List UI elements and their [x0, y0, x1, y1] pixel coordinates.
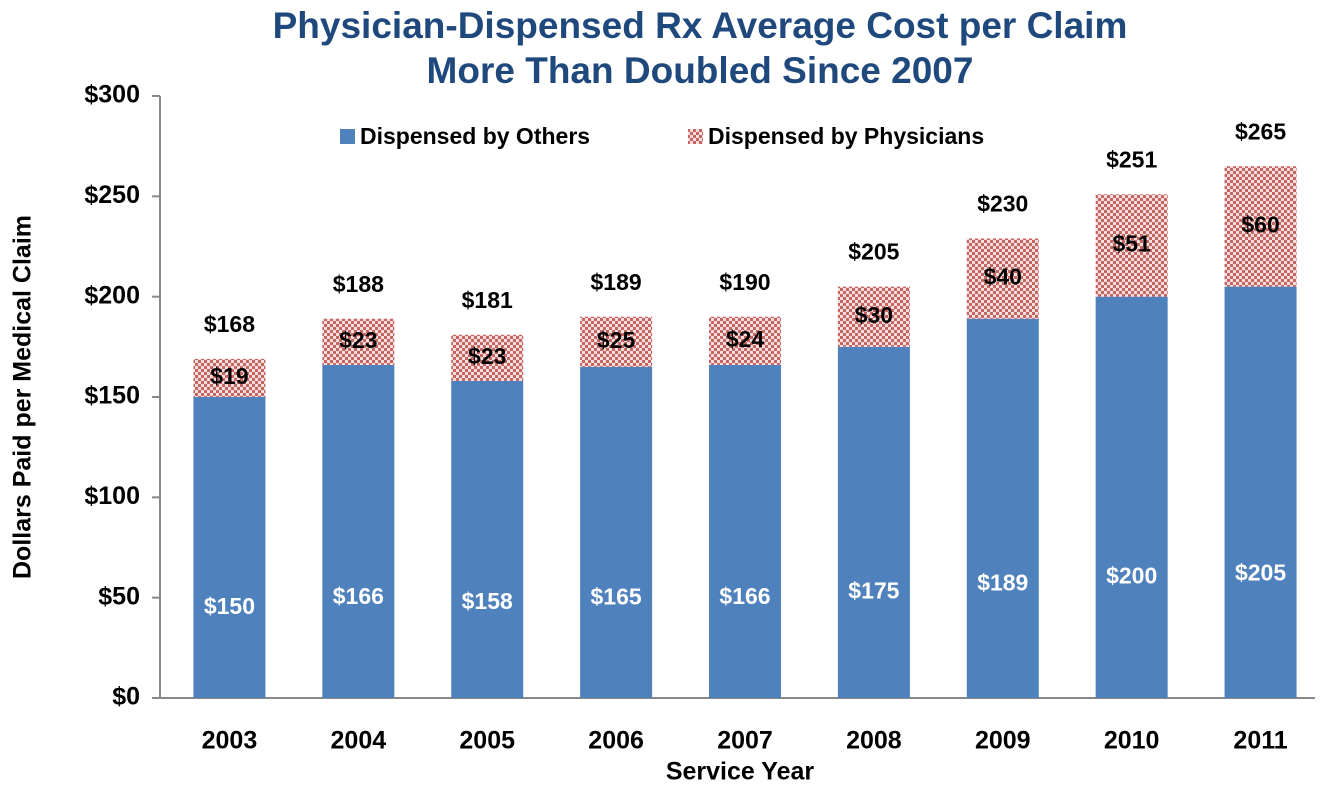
- bar-segment: [580, 366, 653, 698]
- value-label: $165: [591, 584, 642, 610]
- x-tick-label: 2009: [975, 727, 1031, 755]
- value-label: $23: [339, 327, 377, 353]
- value-label: $24: [726, 326, 765, 352]
- total-label: $168: [204, 311, 255, 337]
- x-tick-label: 2008: [846, 727, 902, 755]
- y-tick-label: $0: [112, 683, 140, 711]
- value-label: $150: [204, 593, 255, 619]
- bar-segment: [451, 380, 524, 698]
- value-label: $166: [333, 583, 384, 609]
- bar-segment: [709, 316, 781, 365]
- value-label: $23: [468, 343, 506, 369]
- value-label: $60: [1241, 212, 1279, 238]
- bar-segment: [1095, 296, 1168, 698]
- y-tick-label: $150: [84, 382, 140, 410]
- x-tick-label: 2006: [588, 727, 644, 755]
- value-label: $51: [1112, 231, 1151, 257]
- value-label: $205: [1235, 560, 1286, 586]
- y-tick-label: $300: [84, 81, 140, 109]
- bar-segment: [966, 238, 1039, 319]
- bar-segment: [322, 318, 395, 365]
- bar-segment: [1224, 286, 1297, 698]
- total-label: $181: [462, 287, 513, 313]
- x-tick-label: 2004: [331, 727, 387, 755]
- value-label: $25: [597, 327, 636, 353]
- value-label: $158: [462, 588, 513, 614]
- total-label: $265: [1235, 118, 1286, 144]
- total-label: $230: [977, 191, 1028, 217]
- bar-segment: [966, 318, 1039, 698]
- value-label: $30: [855, 302, 893, 328]
- value-label: $166: [719, 583, 770, 609]
- legend-label: Dispensed by Others: [360, 123, 590, 149]
- x-tick-label: 2003: [202, 727, 258, 755]
- bar-segment: [451, 334, 524, 381]
- total-label: $205: [848, 239, 899, 265]
- x-tick-label: 2007: [717, 727, 773, 755]
- value-label: $40: [984, 264, 1022, 290]
- bar-segment: [193, 397, 266, 698]
- legend-swatch: [688, 129, 703, 144]
- x-tick-label: 2010: [1104, 727, 1160, 755]
- value-label: $175: [848, 578, 899, 604]
- legend-swatch: [340, 129, 355, 144]
- chart-title: Physician-Dispensed Rx Average Cost per …: [273, 5, 1128, 46]
- bar-segment: [580, 316, 653, 367]
- total-label: $251: [1106, 146, 1157, 172]
- y-tick-label: $50: [98, 582, 140, 610]
- x-tick-label: 2011: [1233, 727, 1287, 755]
- bar-segment: [322, 364, 395, 698]
- y-tick-label: $100: [84, 482, 140, 510]
- y-tick-label: $200: [84, 281, 140, 309]
- value-label: $19: [210, 363, 248, 389]
- y-tick-label: $250: [84, 181, 140, 209]
- total-label: $190: [719, 269, 770, 295]
- bar-segment: [709, 364, 781, 698]
- legend-label: Dispensed by Physicians: [708, 123, 984, 149]
- bar-segment: [1224, 166, 1297, 287]
- bar-segment: [837, 346, 910, 698]
- bar-segment: [193, 358, 266, 397]
- x-axis-title: Service Year: [666, 758, 815, 786]
- bar-segment: [837, 286, 910, 347]
- total-label: $189: [591, 269, 642, 295]
- chart-title: More Than Doubled Since 2007: [427, 50, 974, 91]
- total-label: $188: [333, 271, 384, 297]
- y-axis-title: Dollars Paid per Medical Claim: [9, 215, 37, 579]
- value-label: $189: [977, 569, 1028, 595]
- value-label: $200: [1106, 563, 1157, 589]
- bar-segment: [1095, 194, 1168, 297]
- x-tick-label: 2005: [459, 727, 515, 755]
